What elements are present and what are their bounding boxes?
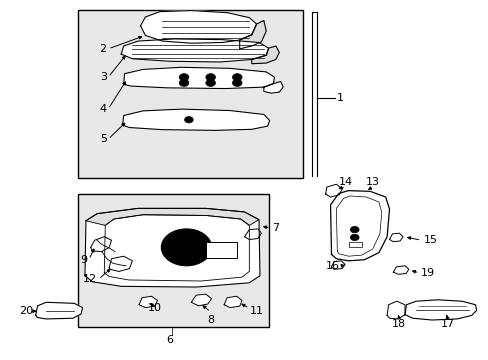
- Polygon shape: [330, 191, 389, 261]
- Text: 20: 20: [19, 306, 33, 316]
- Bar: [348, 242, 362, 247]
- Bar: [78, 10, 302, 178]
- Polygon shape: [239, 21, 265, 49]
- Polygon shape: [264, 81, 283, 93]
- Text: 17: 17: [440, 319, 454, 329]
- Text: 19: 19: [420, 268, 434, 278]
- Circle shape: [350, 226, 358, 233]
- Text: 12: 12: [83, 274, 97, 284]
- Polygon shape: [139, 296, 157, 307]
- Polygon shape: [91, 237, 111, 252]
- Polygon shape: [104, 215, 249, 281]
- Text: 6: 6: [166, 335, 173, 345]
- Text: 7: 7: [271, 223, 279, 233]
- Text: 9: 9: [80, 255, 87, 265]
- Bar: [78, 194, 268, 327]
- Polygon shape: [393, 266, 408, 274]
- Polygon shape: [85, 208, 260, 287]
- Circle shape: [205, 74, 215, 81]
- Polygon shape: [325, 184, 342, 197]
- Text: 11: 11: [249, 306, 263, 316]
- Polygon shape: [331, 261, 345, 269]
- Polygon shape: [251, 46, 279, 64]
- Text: 10: 10: [147, 303, 162, 313]
- Text: 3: 3: [100, 72, 106, 82]
- Text: 1: 1: [336, 94, 343, 103]
- Polygon shape: [140, 10, 256, 43]
- Polygon shape: [404, 300, 476, 320]
- Text: 8: 8: [207, 315, 214, 325]
- Circle shape: [232, 74, 242, 81]
- Text: 13: 13: [365, 177, 379, 187]
- Polygon shape: [224, 296, 242, 307]
- Text: 4: 4: [100, 104, 106, 114]
- Circle shape: [179, 74, 188, 81]
- Circle shape: [205, 79, 215, 86]
- Circle shape: [350, 234, 358, 240]
- Circle shape: [161, 229, 211, 266]
- Polygon shape: [109, 256, 132, 271]
- Polygon shape: [121, 39, 268, 62]
- Polygon shape: [389, 233, 402, 242]
- Polygon shape: [86, 208, 259, 225]
- Polygon shape: [386, 301, 404, 319]
- Text: 2: 2: [100, 44, 106, 54]
- Circle shape: [184, 117, 193, 123]
- Text: 16: 16: [325, 261, 340, 271]
- Text: 18: 18: [391, 319, 406, 329]
- Text: 15: 15: [423, 235, 436, 245]
- Polygon shape: [36, 302, 82, 319]
- Bar: [205, 242, 237, 258]
- Polygon shape: [123, 67, 274, 89]
- Text: 14: 14: [338, 177, 352, 187]
- Circle shape: [171, 236, 202, 259]
- Circle shape: [232, 79, 242, 86]
- Circle shape: [179, 79, 188, 86]
- Text: 5: 5: [100, 134, 106, 144]
- Polygon shape: [244, 229, 261, 239]
- Polygon shape: [191, 294, 211, 306]
- Polygon shape: [122, 109, 269, 130]
